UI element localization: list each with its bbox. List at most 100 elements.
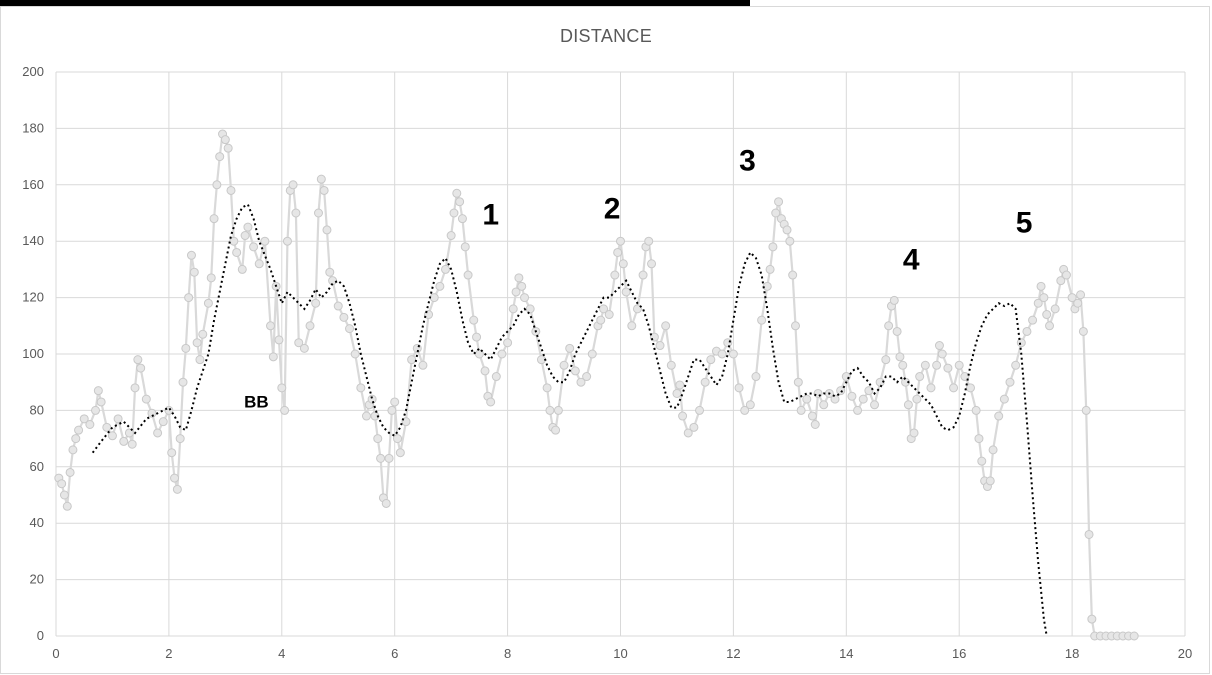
raw-data-point [373,434,383,444]
raw-data-point [1129,631,1139,641]
raw-data-point [675,380,685,390]
raw-data-point [381,498,391,508]
raw-data-point [107,431,117,441]
raw-data-point [920,360,930,370]
x-tick-label: 0 [52,646,59,661]
raw-data-point [153,428,163,438]
raw-data-point [390,397,400,407]
raw-data-point [345,324,355,334]
raw-data-point [616,236,625,246]
raw-data-point [1016,338,1026,348]
raw-data-point [147,408,157,418]
raw-data-point [582,372,592,382]
raw-data-point [350,349,360,359]
raw-data-point [520,293,530,303]
raw-data-point [446,231,456,241]
raw-data-point [240,231,250,241]
raw-data-point [313,208,323,218]
raw-data-point [441,264,451,274]
raw-data-point [294,338,304,348]
raw-data-point [1042,310,1052,320]
raw-data-point [503,338,513,348]
raw-data-point [765,264,775,274]
annotation-label: 3 [739,145,756,178]
raw-data-point [932,360,942,370]
raw-data-point [689,422,699,432]
raw-data-point [841,372,851,382]
raw-data-point [1033,298,1043,308]
x-tick-label: 14 [839,646,853,661]
raw-data-point [367,394,377,404]
raw-data-point [785,236,795,246]
raw-data-point [1073,298,1083,308]
raw-data-point [277,383,287,393]
raw-data-point [553,405,563,415]
y-tick-label: 200 [22,64,44,79]
raw-data-point [311,298,321,308]
top-bar [0,0,750,6]
raw-data-point [974,434,984,444]
raw-data-point [965,383,975,393]
raw-data-point [678,411,688,421]
raw-data-point [407,355,417,365]
raw-data-point [734,383,744,393]
raw-data-point [1078,326,1088,336]
raw-data-point [260,236,270,246]
raw-data-point [909,428,919,438]
raw-data-point [954,360,964,370]
raw-data-point [613,247,623,257]
raw-data-point [782,225,792,235]
raw-data-point [215,152,225,162]
raw-data-point [647,259,657,269]
raw-data-point [751,372,761,382]
raw-data-point [491,372,501,382]
raw-data-point [1087,614,1097,624]
raw-data-point [638,270,648,280]
raw-data-point [1028,315,1038,325]
raw-data-point [74,425,84,435]
raw-data-point [525,304,535,314]
raw-data-point [460,242,470,252]
y-tick-label: 160 [22,177,44,192]
raw-data-point [474,349,484,359]
raw-data-point [376,453,386,463]
raw-data-point [480,366,490,376]
raw-data-point [395,448,405,458]
chart-title: DISTANCE [559,26,653,46]
raw-data-point [339,312,349,322]
raw-data-point [328,276,338,286]
raw-data-point [316,174,326,184]
x-tick-label: 12 [726,646,740,661]
raw-data-point [1061,270,1071,280]
raw-data-point [401,417,411,427]
raw-data-point [455,197,465,207]
raw-data-point [511,287,521,297]
raw-data-point [119,436,129,446]
raw-data-point [672,388,682,398]
raw-data-point [497,349,507,359]
raw-data-point [113,414,123,424]
raw-data-point [810,420,820,429]
raw-data-point [1084,529,1094,539]
raw-data-point [700,377,710,387]
raw-data-point [1011,360,1021,370]
raw-data-point [610,270,620,280]
raw-data-point [274,335,284,345]
raw-data-point [683,428,693,438]
raw-data-point [102,422,112,432]
raw-data-point [181,343,191,353]
raw-data-point [319,185,329,195]
raw-data-point [745,400,755,410]
raw-data-point [136,363,146,373]
raw-data-point [644,236,654,246]
raw-data-point [977,456,987,466]
raw-data-point [545,405,555,415]
raw-data-point [793,377,803,387]
annotation-label: 1 [482,198,499,231]
raw-data-point [172,484,182,494]
raw-data-point [1050,304,1060,314]
raw-data-point [1039,293,1049,303]
raw-data-point [881,355,891,365]
raw-data-point [226,185,236,195]
